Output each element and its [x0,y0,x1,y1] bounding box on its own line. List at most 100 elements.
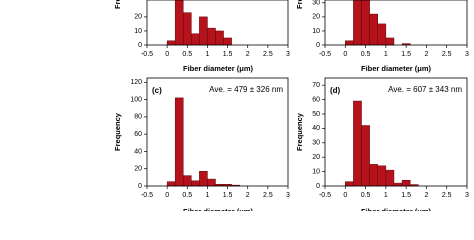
bar [361,125,370,187]
bar [183,12,192,46]
bar [361,0,370,46]
x-tick-label: 2.5 [263,51,273,58]
y-tick-label: 30 [312,0,320,7]
x-tick-label: -0.5 [141,51,153,58]
page: {"chart_data": [ {"type": "histogram", "… [112,0,470,211]
x-tick-label: 0 [343,192,347,199]
x-tick-label: 2.5 [263,192,273,199]
bar [377,23,387,46]
bar [345,40,354,46]
bar [183,175,192,187]
x-tick-label: 1 [384,51,388,58]
x-tick-label: 3 [465,51,469,58]
panel-label: (c) [152,86,162,95]
bar [199,171,208,187]
x-tick-label: 0.5 [182,192,192,199]
plot-frame [324,77,468,187]
y-tick-label: 10 [312,168,320,175]
x-tick-label: 0 [165,192,169,199]
panel: -0.5 0 0.5 1 1.5 2 2.5 3 0 20 40 60 80 100 120 Fiber di… [113,77,290,211]
y-tick-label: 100 [130,96,142,103]
y-tick-label: 60 [134,131,142,138]
x-tick-label: 2 [246,51,250,58]
bar [401,179,411,187]
bar [353,0,362,46]
x-tick-label: -0.5 [141,192,153,199]
bar [191,180,200,187]
x-tick-label: -0.5 [319,192,331,199]
y-tick-label: 70 [312,82,320,89]
y-tick-label: 20 [134,166,142,173]
annotation: Ave. = 479 ± 326 nm [209,85,283,94]
x-tick-label: 0.5 [182,51,192,58]
x-tick-label: 2 [424,192,428,199]
bar [369,13,378,46]
x-axis-label: Fiber diameter (μm) [183,207,254,211]
y-axis-label: Frequency [295,112,304,151]
x-tick-label: 1 [384,192,388,199]
y-tick-label: 10 [312,28,320,35]
plot-frame [146,77,289,187]
bar [191,33,200,46]
bar [199,16,208,46]
bar [207,27,216,46]
bar [353,100,362,187]
plot-frame [324,0,468,46]
y-tick-label: 120 [130,79,142,86]
plot-frame [146,0,289,46]
bar [377,165,387,187]
x-tick-label: 2 [246,192,250,199]
x-tick-label: 3 [465,192,469,199]
panel: -0.500.511.522.53010203040506070Fiber di… [295,77,469,211]
x-tick-label: 1.5 [401,192,411,199]
panel: -0.5 0 0.5 1 1.5 2 2.5 3 0 10 20 Fiber diameter (μm… [113,0,290,73]
annotation: Ave. = 607 ± 343 nm [388,85,462,94]
x-tick-label: 0.5 [361,51,371,58]
x-axis-label: Fiber diameter (μm) [361,207,432,211]
bar [393,182,403,187]
bar [345,181,354,187]
y-tick-label: 0 [138,183,142,190]
x-tick-label: 0 [343,51,347,58]
y-axis-label: Frequency [113,0,122,9]
y-tick-label: 40 [134,148,142,155]
x-tick-label: 2.5 [442,51,452,58]
x-tick-label: 2.5 [442,192,452,199]
y-tick-label: 10 [134,28,142,35]
y-tick-label: 20 [134,14,142,21]
x-tick-label: 1.5 [223,192,233,199]
x-tick-label: 0.5 [361,192,371,199]
y-tick-label: 60 [312,96,320,103]
x-tick-label: 1.5 [223,51,233,58]
y-tick-label: 20 [312,14,320,21]
bar [174,97,184,187]
x-tick-label: 1.5 [401,51,411,58]
x-tick-label: 3 [286,51,290,58]
x-axis-label: Fiber diameter (μm) [361,64,432,73]
y-tick-label: 0 [316,42,320,49]
y-tick-label: 0 [138,42,142,49]
bar [215,30,224,46]
y-tick-label: 0 [316,183,320,190]
bar [166,181,176,187]
y-tick-label: 50 [312,111,320,118]
x-tick-label: 1 [205,51,209,58]
y-axis-label: Frequency [113,112,122,151]
x-tick-label: 3 [286,192,290,199]
panel-label: (d) [330,86,341,95]
bar [207,178,216,187]
bar [385,37,395,46]
bar [369,164,378,187]
y-tick-label: 20 [312,154,320,161]
x-tick-label: 2 [424,51,428,58]
bar [174,0,184,46]
bar [385,169,395,187]
x-tick-label: -0.5 [319,51,331,58]
x-tick-label: 0 [165,51,169,58]
bar [223,37,232,46]
x-tick-label: 1 [205,192,209,199]
y-tick-label: 30 [312,140,320,147]
bar [166,40,176,46]
